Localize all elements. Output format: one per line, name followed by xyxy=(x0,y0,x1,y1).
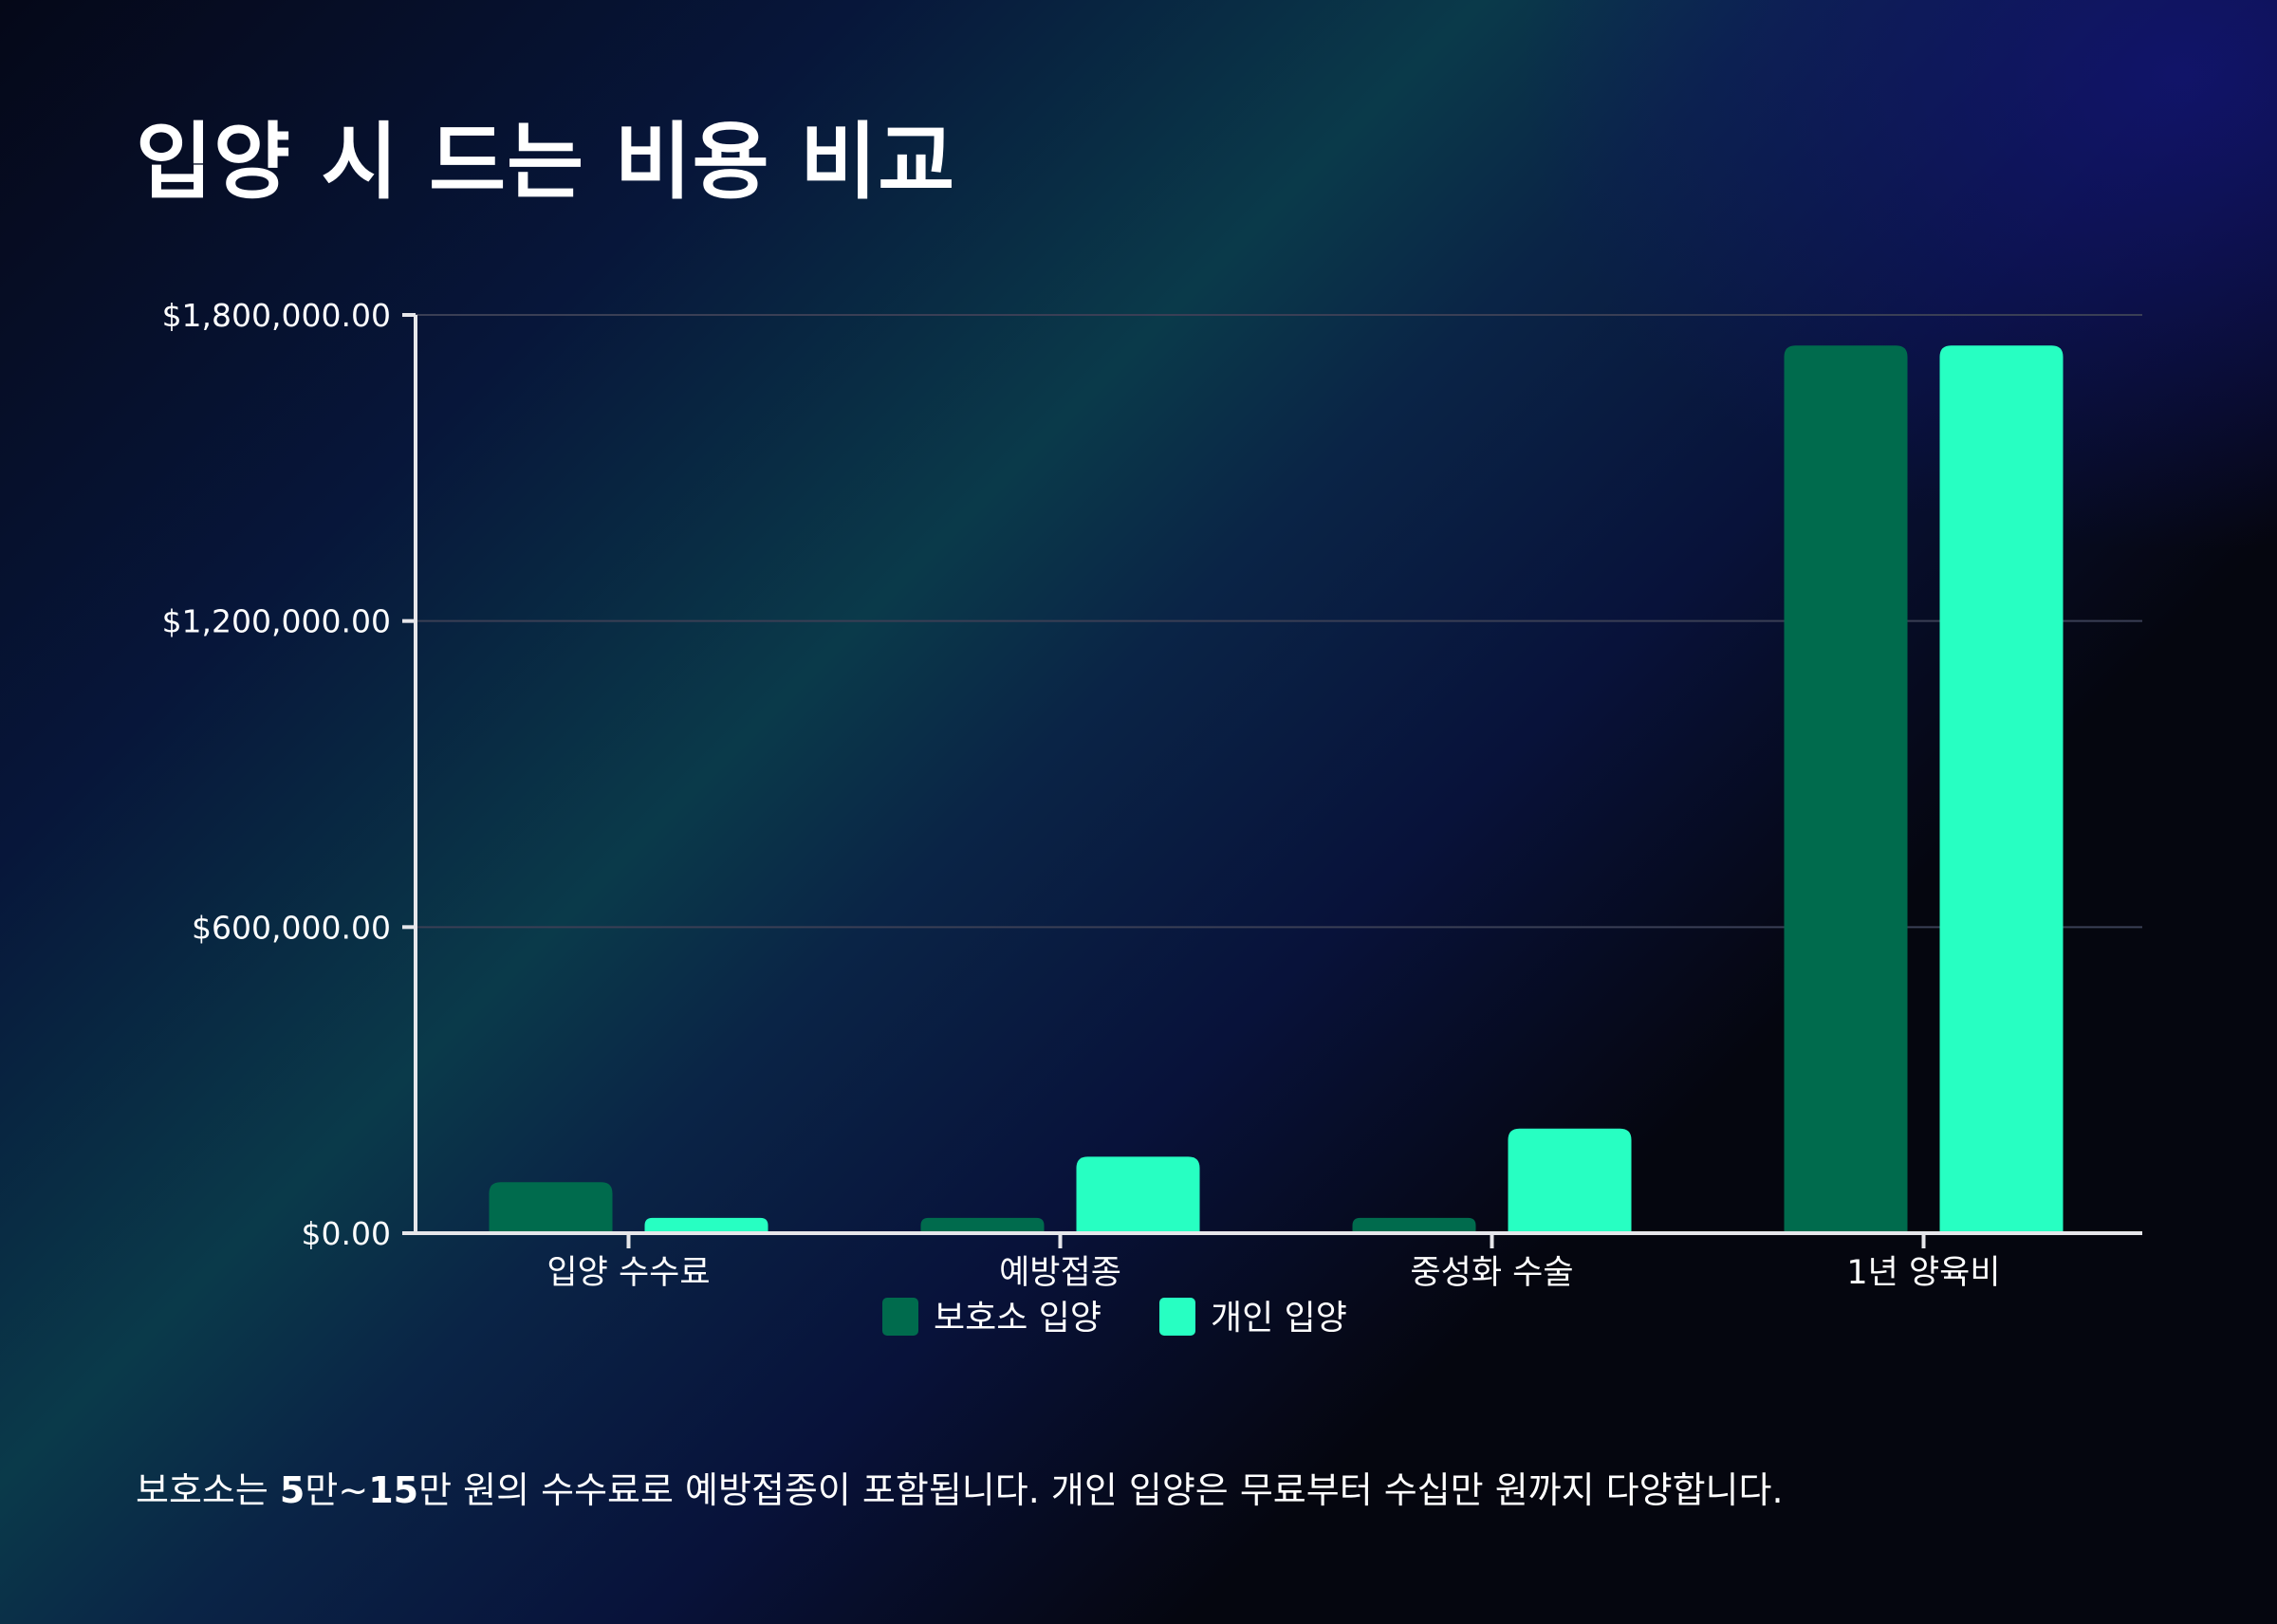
bar-shelter-3 xyxy=(1784,345,1908,1233)
chart-caption: 보호소는 5만~15만 원의 수수료로 예방접종이 포함됩니다. 개인 입양은 … xyxy=(136,1469,1784,1511)
bar-shelter-1 xyxy=(920,1217,1045,1233)
x-tick-label: 예방접종 xyxy=(999,1254,1121,1292)
y-tick-label: $1,200,000.00 xyxy=(162,603,391,640)
y-tick-label: $1,800,000.00 xyxy=(162,297,391,334)
x-tick-label: 중성화 수술 xyxy=(1410,1254,1573,1292)
chart-title: 입양 시 드는 비용 비교 xyxy=(136,113,956,211)
bar-private-1 xyxy=(1076,1156,1200,1233)
bar-private-0 xyxy=(644,1217,768,1233)
y-tick-labels: $0.00 $600,000.00 $1,200,000.00 $1,800,000.… xyxy=(162,297,391,1252)
x-tick-label: 입양 수수료 xyxy=(546,1254,710,1292)
bar-shelter-0 xyxy=(489,1182,613,1233)
bar-private-2 xyxy=(1508,1128,1632,1233)
axes xyxy=(402,313,2142,1248)
legend-label-shelter: 보호소 입양 xyxy=(934,1299,1101,1338)
legend-swatch-private xyxy=(1159,1298,1195,1336)
bar-shelter-2 xyxy=(1352,1217,1476,1233)
x-tick-labels: 입양 수수료 예방접종 중성화 수술 1년 양육비 xyxy=(546,1254,2000,1292)
y-tick-label: $0.00 xyxy=(302,1215,391,1252)
legend: 보호소 입양 개인 입양 xyxy=(882,1298,1347,1338)
x-tick-label: 1년 양육비 xyxy=(1846,1254,2000,1292)
legend-label-private: 개인 입양 xyxy=(1211,1299,1347,1338)
bar-private-3 xyxy=(1939,345,2064,1233)
y-tick-label: $600,000.00 xyxy=(192,909,391,946)
bars xyxy=(489,345,2064,1233)
legend-swatch-shelter xyxy=(882,1298,918,1336)
